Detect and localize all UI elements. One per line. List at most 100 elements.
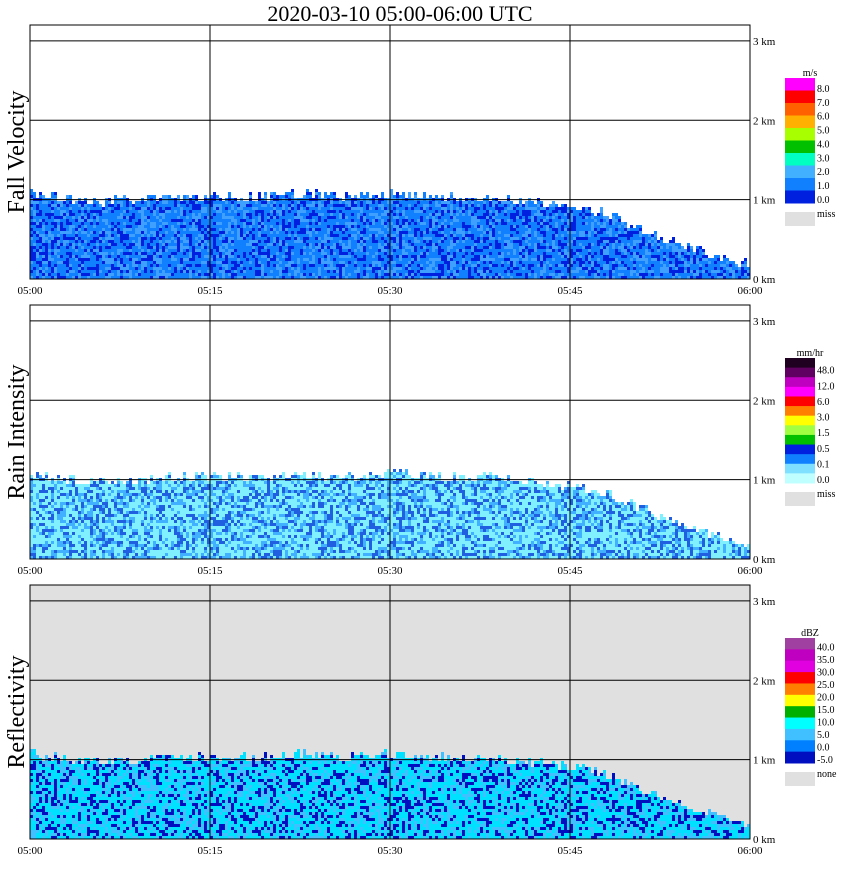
precip-cell xyxy=(120,276,123,279)
precip-cell xyxy=(186,255,189,258)
precip-cell xyxy=(402,204,405,207)
precip-cell xyxy=(51,219,54,222)
precip-cell xyxy=(123,243,126,246)
precip-cell xyxy=(315,201,318,204)
precip-cell xyxy=(351,225,354,228)
precip-cell xyxy=(270,243,273,246)
precip-cell xyxy=(126,258,129,261)
precip-cell xyxy=(360,252,363,255)
precip-cell xyxy=(504,228,507,231)
precip-cell xyxy=(90,222,93,225)
precip-cell xyxy=(420,246,423,249)
precip-cell xyxy=(387,237,390,240)
precip-cell xyxy=(240,240,243,243)
precip-cell xyxy=(348,216,351,219)
precip-cell xyxy=(174,243,177,246)
precip-cell xyxy=(249,204,252,207)
precip-cell xyxy=(84,216,87,219)
precip-cell xyxy=(264,270,267,273)
precip-cell xyxy=(213,219,216,222)
precip-cell xyxy=(57,246,60,249)
precip-cell xyxy=(72,237,75,240)
precip-cell xyxy=(129,204,132,207)
precip-cell xyxy=(381,258,384,261)
precip-cell xyxy=(189,216,192,219)
precip-cell xyxy=(276,207,279,210)
precip-cell xyxy=(42,261,45,264)
precip-cell xyxy=(192,246,195,249)
precip-cell xyxy=(99,207,102,210)
precip-cell xyxy=(411,237,414,240)
precip-cell xyxy=(60,225,63,228)
precip-cell xyxy=(330,249,333,252)
precip-cell xyxy=(318,246,321,249)
precip-cell xyxy=(504,243,507,246)
precip-cell xyxy=(141,213,144,216)
precip-cell xyxy=(264,210,267,213)
precip-cell xyxy=(45,249,48,252)
precip-cell xyxy=(57,273,60,276)
precip-cell xyxy=(501,207,504,210)
precip-cell xyxy=(357,219,360,222)
precip-cell xyxy=(225,258,228,261)
precip-cell xyxy=(228,219,231,222)
precip-cell xyxy=(273,264,276,267)
precip-cell xyxy=(174,234,177,237)
precip-cell xyxy=(45,258,48,261)
precip-cell xyxy=(144,273,147,276)
precip-cell xyxy=(423,249,426,252)
precip-cell xyxy=(477,219,480,222)
precip-cell xyxy=(195,249,198,252)
precip-cell xyxy=(135,264,138,267)
precip-cell xyxy=(537,264,540,267)
precip-cell xyxy=(309,264,312,267)
precip-cell xyxy=(363,228,366,231)
precip-cell xyxy=(294,240,297,243)
precip-cell xyxy=(45,237,48,240)
precip-cell xyxy=(174,246,177,249)
precip-cell xyxy=(453,273,456,276)
precip-cell xyxy=(339,210,342,213)
precip-cell xyxy=(150,270,153,273)
precip-cell xyxy=(171,228,174,231)
precip-cell xyxy=(540,246,543,249)
precip-cell xyxy=(126,207,129,210)
precip-cell xyxy=(342,201,345,204)
precip-cell xyxy=(393,204,396,207)
precip-cell xyxy=(63,234,66,237)
precip-cell xyxy=(489,258,492,261)
precip-cell xyxy=(225,204,228,207)
precip-cell xyxy=(480,249,483,252)
precip-cell xyxy=(480,201,483,204)
precip-cell xyxy=(426,201,429,204)
precip-cell xyxy=(177,246,180,249)
precip-cell xyxy=(480,216,483,219)
precip-cell xyxy=(174,207,177,210)
precip-cell xyxy=(108,264,111,267)
precip-cell xyxy=(429,222,432,225)
precip-cell xyxy=(228,264,231,267)
precip-cell xyxy=(63,225,66,228)
precip-cell xyxy=(144,204,147,207)
precip-cell xyxy=(87,213,90,216)
precip-cell xyxy=(579,213,582,216)
precip-cell xyxy=(51,207,54,210)
precip-cell xyxy=(384,249,387,252)
precip-cell xyxy=(345,225,348,228)
precip-cell xyxy=(552,249,555,252)
precip-cell xyxy=(264,276,267,279)
precip-cell xyxy=(513,252,516,255)
precip-cell xyxy=(138,240,141,243)
precip-cell xyxy=(285,210,288,213)
precip-cell xyxy=(351,249,354,252)
precip-cell xyxy=(141,255,144,258)
precip-cell xyxy=(258,243,261,246)
precip-cell xyxy=(564,255,567,258)
precip-cell xyxy=(87,252,90,255)
precip-cell xyxy=(558,255,561,258)
precip-cell xyxy=(90,210,93,213)
precip-cell xyxy=(162,255,165,258)
precip-cell xyxy=(417,213,420,216)
precip-cell xyxy=(234,267,237,270)
precip-cell xyxy=(573,207,576,210)
